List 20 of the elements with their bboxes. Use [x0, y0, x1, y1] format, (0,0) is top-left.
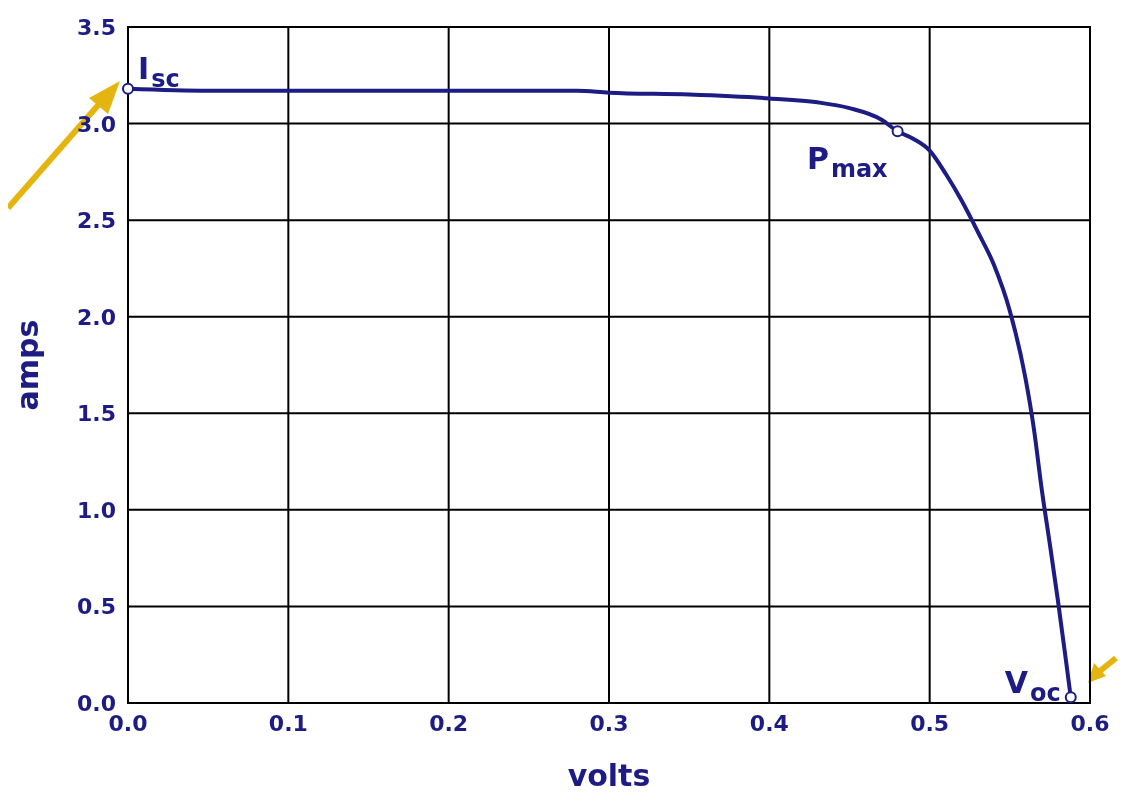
x-tick-label: 0.6 — [1070, 711, 1110, 736]
x-tick-label: 0.5 — [910, 711, 950, 736]
x-tick-label: 0.1 — [268, 711, 308, 736]
point — [1064, 691, 1077, 704]
annotation: P$_{max}$ — [806, 141, 889, 184]
y-tick-label: 0.5 — [77, 594, 116, 620]
y-tick-label: 1.0 — [77, 497, 116, 523]
x-tick-label: 0.4 — [749, 711, 789, 736]
x-tick-label: 0.3 — [589, 711, 629, 736]
y-tick-label: 3.5 — [77, 15, 116, 40]
annotation: V$_{oc}$ — [1004, 665, 1061, 708]
x-axis-title: volts — [567, 758, 651, 793]
point — [122, 82, 134, 95]
y-tick-label: 2.5 — [77, 208, 116, 234]
x-tick-label: 0.2 — [429, 711, 469, 736]
annotation: I$_{sc}$ — [138, 50, 180, 94]
y-tick-label: 1.5 — [77, 401, 116, 427]
point — [891, 125, 904, 138]
y-axis-title: amps — [10, 319, 45, 411]
y-tick-label: 2.0 — [77, 304, 116, 330]
